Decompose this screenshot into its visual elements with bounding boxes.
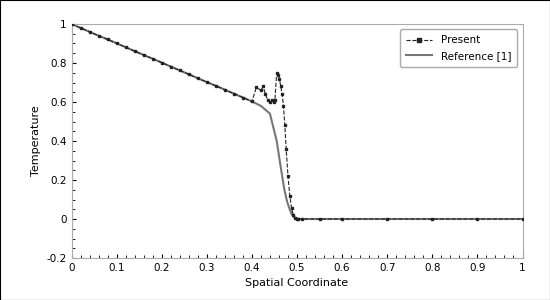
Y-axis label: Temperature: Temperature [31, 106, 41, 176]
Legend: Present, Reference [1]: Present, Reference [1] [400, 29, 518, 67]
X-axis label: Spatial Coordinate: Spatial Coordinate [245, 278, 349, 288]
